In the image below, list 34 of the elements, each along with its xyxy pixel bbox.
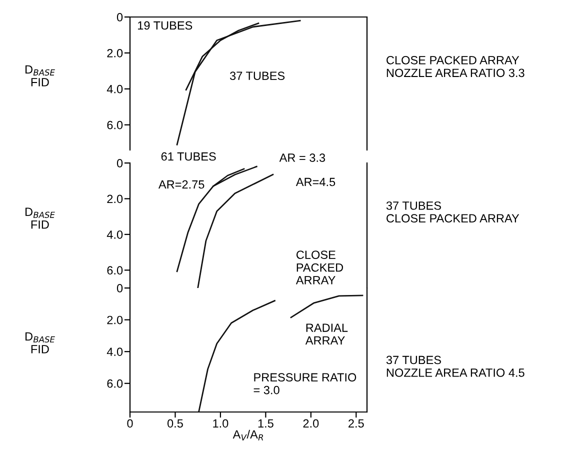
y-tick-label: 4.0: [106, 230, 123, 239]
annotation: AR=4.5: [296, 178, 336, 186]
y-tick-label: 6.0: [107, 379, 123, 388]
annotation: 19 TUBES: [138, 21, 192, 30]
y-tick-label: 2.0: [107, 194, 123, 204]
x-axis-title: A$_{V}$/A$_{R}$: [232, 430, 263, 440]
annotation: CLOSE PACKED ARRAY: [296, 250, 344, 284]
text: 61 TUBES: [161, 152, 216, 161]
text: 37 TUBES CLOSE PACKED ARRAY: [386, 201, 520, 223]
x-tick-label: 1.0: [213, 419, 228, 428]
text: CLOSE PACKED ARRAY NOZZLE AREA RATIO 3.3: [386, 56, 524, 78]
x-tick-label: 2.5: [348, 419, 364, 428]
y-axis-title: D$_{BASE}$ FID: [26, 332, 55, 354]
annotation: 37 TUBES: [230, 72, 285, 80]
annotation: AR=2.75: [158, 180, 204, 189]
text: 37 TUBES NOZZLE AREA RATIO 4.5: [386, 356, 524, 377]
y-axis-title: D$_{BASE}$ FID: [26, 208, 55, 229]
x-tick-label: 0.5: [167, 419, 183, 428]
y-axis-title: D$_{BASE}$ FID: [26, 65, 55, 86]
y-tick-label: 0: [116, 284, 123, 292]
x-tick-label: 1.5: [258, 419, 274, 428]
y-tick-label: 2.0: [107, 48, 123, 58]
x-tick-label: 0: [127, 419, 133, 428]
y-tick-label: 4.0: [106, 348, 123, 356]
annotation: RADIAL ARRAY: [305, 324, 348, 345]
y-tick-label: 4.0: [106, 84, 123, 94]
annotation: PRESSURE RATIO = 3.0: [254, 373, 356, 394]
y-tick-label: 6.0: [107, 120, 123, 130]
x-tick-label: 2.0: [303, 419, 319, 428]
y-tick-label: 6.0: [107, 266, 123, 275]
y-tick-label: 0: [116, 13, 123, 22]
text: AR = 3.3: [279, 154, 326, 162]
y-tick-label: 2.0: [107, 316, 123, 324]
y-tick-label: 0: [116, 159, 123, 168]
